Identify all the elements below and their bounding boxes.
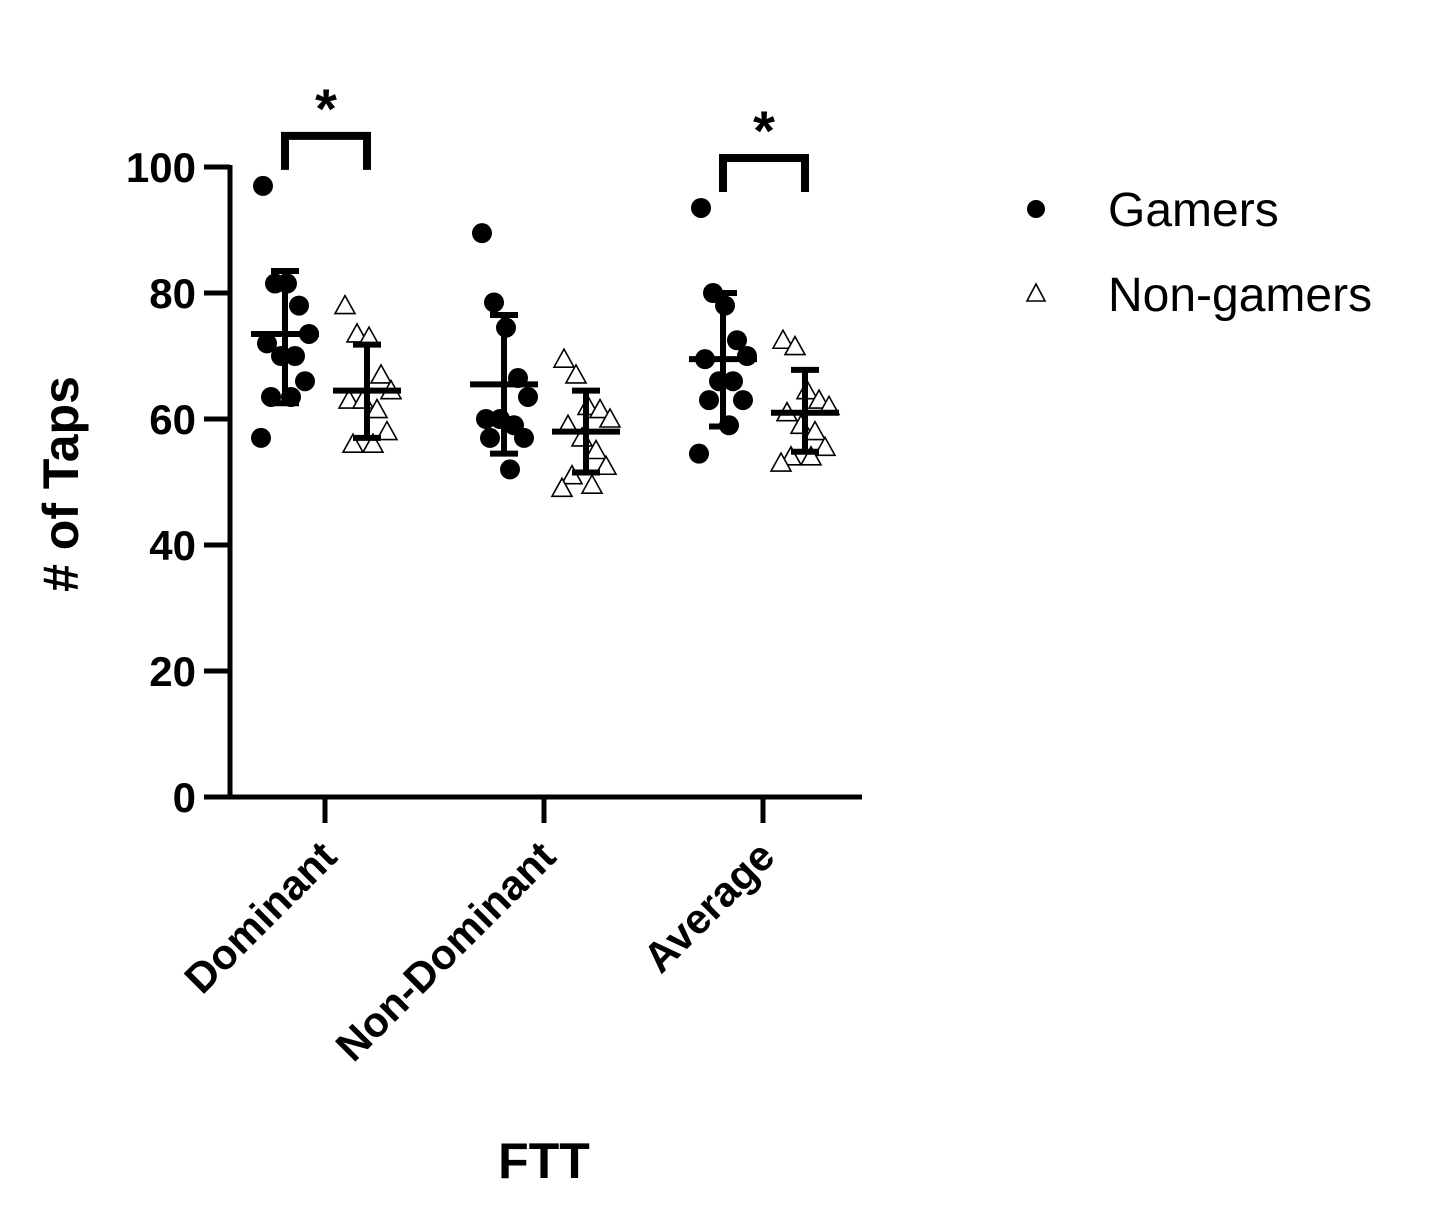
gamers-point (737, 346, 757, 366)
gamers-point (699, 390, 719, 411)
gamers-point (257, 333, 277, 354)
non-gamers-point (803, 419, 827, 441)
axes (227, 165, 862, 800)
non-gamers-point (783, 334, 807, 356)
non-gamers-point (333, 293, 357, 315)
gamers-point (518, 386, 538, 407)
legend-item-non-gamers: Non-gamers (1025, 269, 1372, 322)
legend: Gamers Non-gamers (1025, 184, 1372, 322)
y-tick-label: 40 (149, 522, 196, 569)
x-tick-label: Dominant (175, 832, 345, 1002)
non-gamers-point (813, 435, 837, 457)
non-gamers-point (588, 397, 612, 419)
error-bars (251, 267, 839, 476)
gamers-point (251, 427, 271, 448)
non-gamers-point (375, 419, 399, 441)
y-ticks: 0 20 40 60 80 100 (126, 144, 230, 821)
legend-label-non-gamers: Non-gamers (1108, 269, 1372, 322)
non-gamers-point (365, 397, 389, 419)
legend-marker-non-gamers (1025, 282, 1047, 302)
non-gamers-point (771, 328, 795, 350)
gamers-point (472, 223, 492, 244)
y-tick-label: 0 (173, 774, 196, 821)
gamers-point (295, 371, 315, 392)
gamers-point (484, 292, 504, 313)
non-gamers-point (594, 454, 618, 476)
gamers-point (480, 427, 500, 448)
gamers-point (289, 295, 309, 316)
non-gamers-point (799, 445, 823, 466)
non-gamers-point (552, 347, 576, 368)
gamers-point (727, 330, 747, 351)
x-axis-title: FTT (498, 1133, 590, 1189)
gamers-point (476, 409, 496, 429)
data-points (251, 175, 841, 498)
gamers-point (689, 443, 709, 464)
gamers-point (514, 427, 534, 448)
significance-label: * (315, 77, 337, 140)
non-gamers-point (779, 445, 803, 466)
legend-label-gamers: Gamers (1108, 184, 1279, 237)
y-axis-title: # of Taps (33, 376, 89, 592)
non-gamers-point (769, 451, 793, 472)
non-gamers-point (369, 363, 393, 384)
significance-brackets: * * (281, 77, 809, 192)
gamers-point (285, 346, 305, 366)
legend-item-gamers: Gamers (1027, 184, 1279, 237)
y-tick-label: 100 (126, 144, 196, 191)
non-gamers-point (341, 432, 365, 453)
non-gamers-point (337, 388, 361, 409)
non-gamers-point (598, 407, 622, 428)
legend-marker-gamers (1027, 200, 1045, 218)
significance-bracket (281, 131, 371, 170)
non-gamers-point (564, 363, 588, 384)
x-tick-label: Non-Dominant (327, 832, 565, 1070)
gamers-point (500, 459, 520, 480)
gamers-point (733, 390, 753, 411)
y-tick-label: 20 (149, 648, 196, 695)
significance-label: * (753, 99, 775, 162)
non-gamers-point (807, 388, 831, 409)
significance-bracket (719, 153, 809, 192)
non-gamers-point (584, 438, 608, 460)
y-tick-label: 80 (149, 270, 196, 317)
x-tick-label: Average (634, 832, 783, 981)
non-gamers-point (361, 432, 385, 453)
non-gamers-point (550, 476, 574, 498)
y-tick-label: 60 (149, 396, 196, 443)
non-gamers-point (580, 473, 604, 494)
gamers-point (253, 175, 273, 196)
gamers-point (723, 371, 743, 392)
gamers-point (691, 197, 711, 218)
